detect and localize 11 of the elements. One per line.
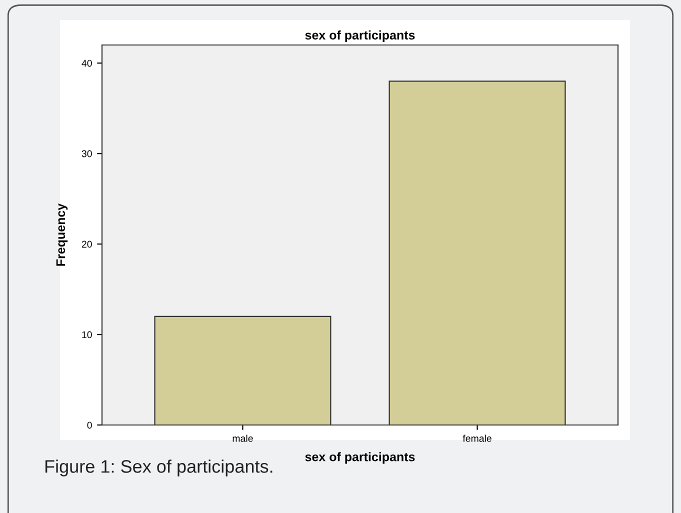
y-tick-label: 20 bbox=[82, 240, 92, 248]
caption: Figure 1: Sex of participants. bbox=[45, 460, 272, 476]
y-tick-label: 40 bbox=[82, 60, 92, 67]
chart-title: sex of participants bbox=[305, 30, 415, 42]
x-axis-title: sex of participants bbox=[305, 452, 415, 464]
y-axis-title: Frequency bbox=[56, 203, 68, 266]
y-tick-label: 10 bbox=[82, 331, 92, 338]
x-tick-label: male bbox=[232, 434, 253, 442]
x-tick-label: female bbox=[462, 434, 492, 442]
y-tick-label: 30 bbox=[82, 150, 92, 158]
y-tick-label: 0 bbox=[87, 422, 92, 429]
